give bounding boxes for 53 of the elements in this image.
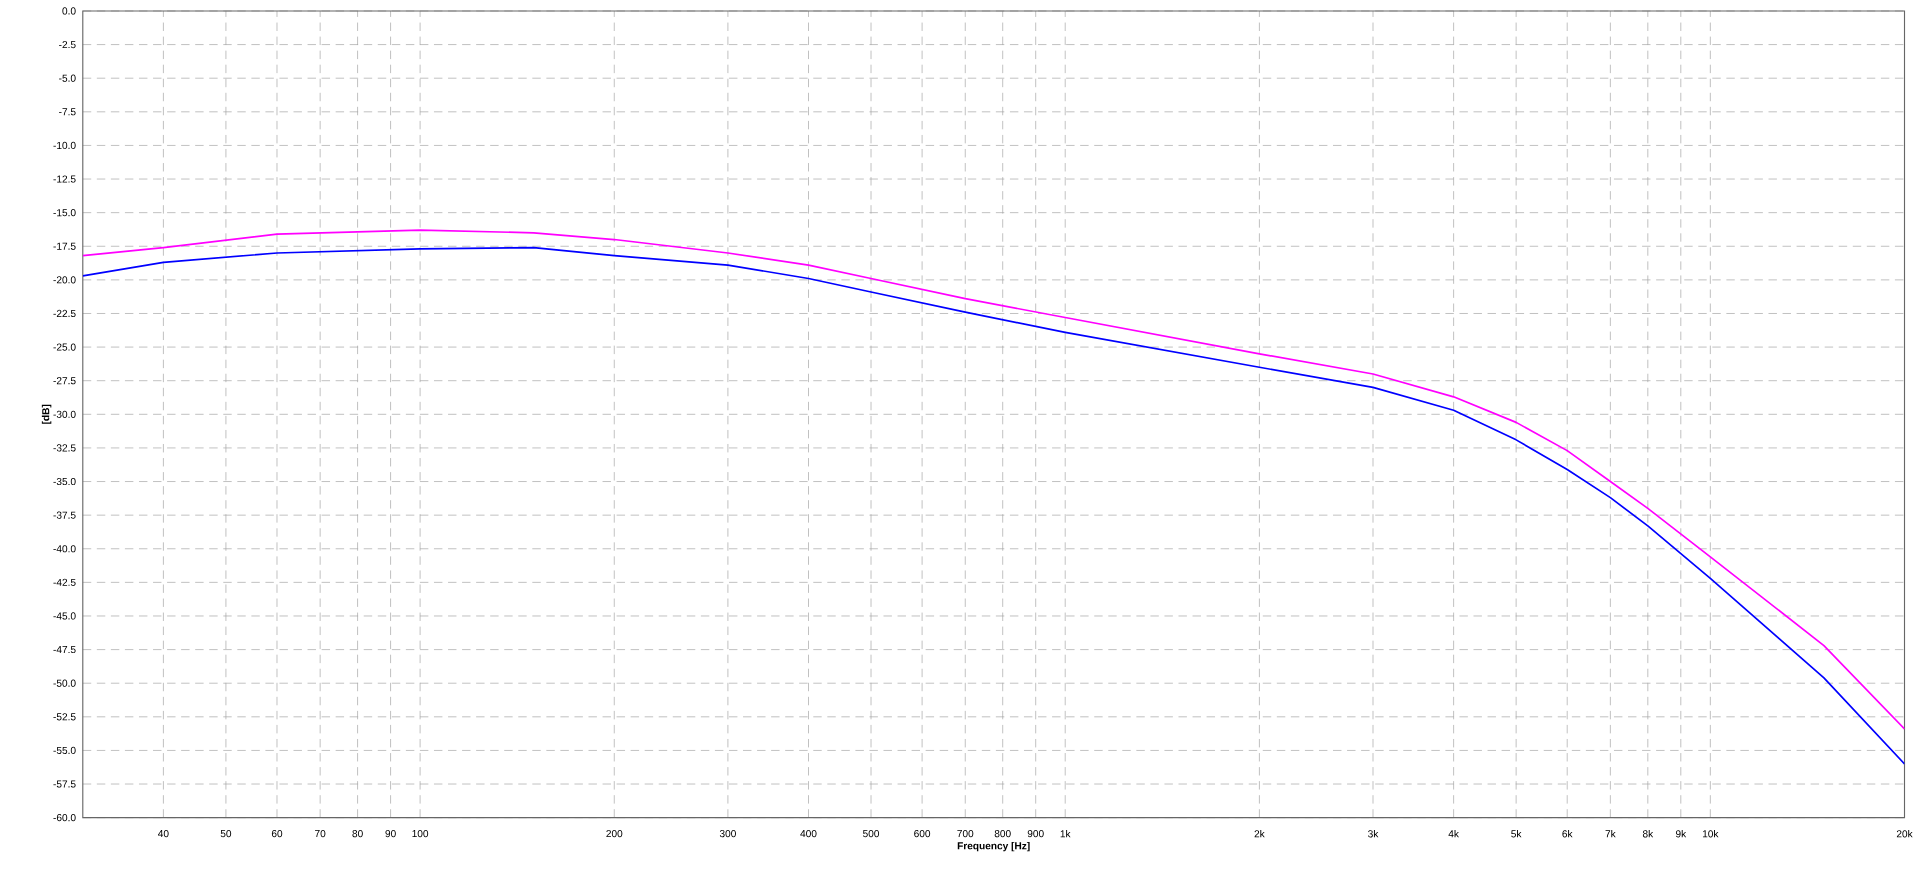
- y-tick-label: -32.5: [53, 444, 76, 452]
- x-tick-label: 60: [271, 829, 283, 837]
- y-tick-label: -60.0: [53, 813, 76, 821]
- x-tick-label: 9k: [1675, 829, 1687, 838]
- x-tick-label: 50: [220, 829, 232, 837]
- y-tick-label: -40.0: [53, 544, 76, 553]
- x-tick-label: 300: [719, 829, 736, 837]
- y-tick-label: -15.0: [53, 208, 76, 216]
- x-tick-label: 7k: [1605, 829, 1616, 838]
- x-tick-label: 600: [914, 829, 931, 837]
- x-tick-label: 4k: [1448, 829, 1459, 838]
- y-tick-label: -22.5: [53, 309, 76, 317]
- x-tick-label: 100: [412, 829, 429, 837]
- y-tick-label: -47.5: [53, 645, 76, 653]
- x-tick-label: 40: [157, 829, 169, 837]
- x-tick-label: 200: [606, 829, 623, 837]
- y-tick-label: -12.5: [53, 175, 76, 183]
- x-tick-label: 2k: [1254, 829, 1265, 838]
- x-tick-label: 8k: [1642, 829, 1654, 838]
- x-tick-label: 70: [315, 829, 326, 837]
- y-tick-label: -55.0: [53, 746, 76, 754]
- y-tick-label: -20.0: [53, 276, 76, 284]
- y-tick-label: -30.0: [53, 410, 76, 418]
- y-axis-title: [dB]: [41, 404, 52, 424]
- x-tick-label: 6k: [1562, 829, 1573, 838]
- x-tick-label: 400: [800, 829, 817, 837]
- y-tick-label: -25.0: [53, 343, 76, 351]
- x-tick-label: 1k: [1060, 829, 1071, 838]
- y-tick-label: -10.0: [53, 141, 76, 149]
- x-tick-label: 80: [352, 829, 363, 837]
- y-tick-label: -50.0: [53, 679, 76, 687]
- y-tick-label: -35.0: [53, 477, 76, 485]
- y-tick-label: -52.5: [53, 712, 76, 721]
- x-tick-label: 5k: [1511, 829, 1522, 838]
- y-tick-label: -7.5: [59, 108, 76, 116]
- x-tick-label: 3k: [1368, 829, 1379, 838]
- x-tick-label: 700: [957, 829, 974, 837]
- x-axis-title: Frequency [Hz]: [957, 841, 1030, 852]
- y-tick-label: -5.0: [59, 74, 76, 82]
- y-tick-label: -42.5: [53, 578, 76, 586]
- x-tick-label: 900: [1027, 829, 1044, 837]
- x-tick-label: 500: [862, 829, 880, 837]
- x-tick-label: 10k: [1702, 829, 1719, 838]
- y-tick-label: 0.0: [62, 7, 76, 15]
- y-tick-label: -2.5: [59, 40, 76, 48]
- y-tick-label: -37.5: [53, 511, 76, 519]
- y-tick-label: -45.0: [53, 612, 76, 620]
- x-tick-label: 90: [385, 829, 396, 837]
- y-tick-label: -27.5: [53, 376, 76, 385]
- x-tick-label: 20k: [1896, 829, 1913, 838]
- y-tick-label: -57.5: [53, 780, 76, 788]
- y-tick-label: -17.5: [53, 242, 76, 250]
- x-tick-label: 800: [994, 829, 1011, 837]
